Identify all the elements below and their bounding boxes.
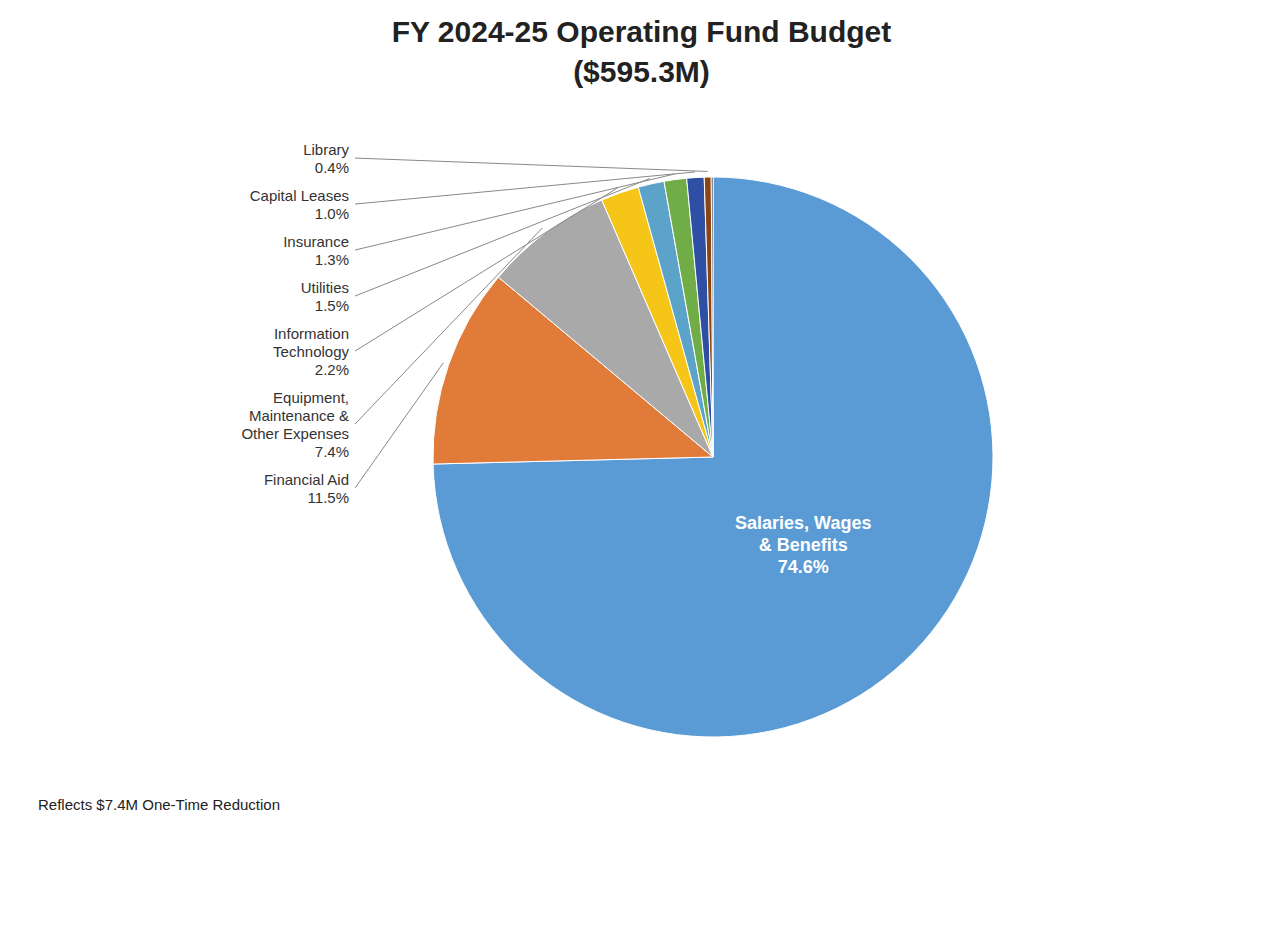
svg-text:Utilities1.5%: Utilities1.5% [301, 279, 349, 314]
svg-text:Capital Leases1.0%: Capital Leases1.0% [250, 187, 349, 222]
svg-text:Equipment,Maintenance &Other E: Equipment,Maintenance &Other Expenses7.4… [241, 389, 349, 460]
svg-text:Salaries, Wages& Benefits74.6%: Salaries, Wages& Benefits74.6% [735, 513, 871, 577]
svg-text:Financial Aid11.5%: Financial Aid11.5% [264, 471, 349, 506]
svg-text:Library0.4%: Library0.4% [303, 141, 349, 176]
html-text:($595.3M): ($595.3M) [573, 55, 710, 88]
html-text:Reflects $7.4M One-Time Reduct: Reflects $7.4M One-Time Reduction [38, 796, 280, 813]
html-text:FY 2024-25 Operating Fund Budg: FY 2024-25 Operating Fund Budget [391, 15, 892, 48]
svg-text:InformationTechnology2.2%: InformationTechnology2.2% [273, 325, 349, 378]
svg-text:Insurance1.3%: Insurance1.3% [283, 233, 349, 268]
